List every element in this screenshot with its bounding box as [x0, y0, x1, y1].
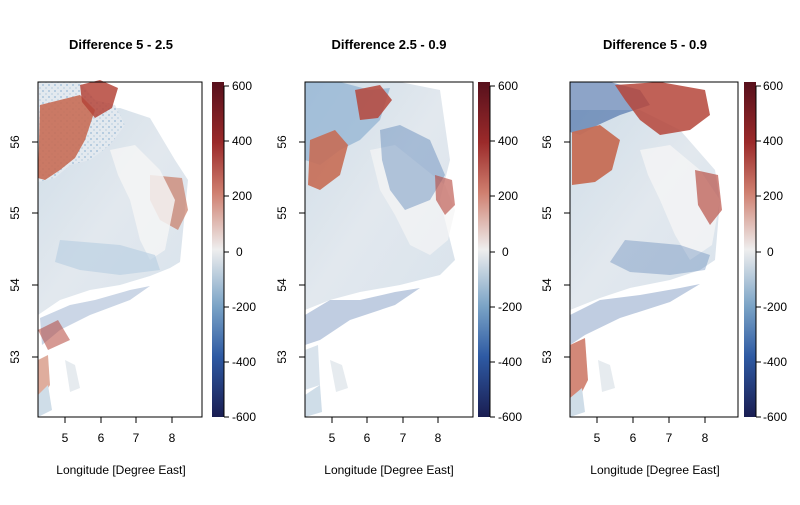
heatmap-field — [38, 80, 202, 417]
colorbar-tick-label: -400 — [232, 355, 256, 369]
colorbar-tick-label: 400 — [763, 134, 783, 148]
x-tick-label: 5 — [329, 431, 336, 445]
panel-3: Difference 5 - 0.9 5 6 7 8 L — [540, 37, 787, 477]
y-tick-label: 55 — [540, 206, 554, 220]
y-tick-label: 53 — [275, 350, 289, 364]
x-tick-label: 7 — [400, 431, 407, 445]
y-tick-label: 56 — [275, 135, 289, 149]
y-tick-label: 54 — [540, 278, 554, 292]
colorbar-tick-label: -200 — [498, 300, 522, 314]
y-axis: 56 55 54 53 — [540, 135, 571, 364]
colorbar-tick-label: 400 — [232, 134, 252, 148]
colorbar-tick-label: -400 — [498, 355, 522, 369]
colorbar-tick-label: 600 — [498, 79, 518, 93]
colorbar-tick-label: 0 — [502, 245, 509, 259]
y-axis: 56 55 54 53 — [275, 135, 306, 364]
x-tick-label: 5 — [62, 431, 69, 445]
x-axis: 5 6 7 8 Longitude [Degree East] — [56, 416, 186, 477]
y-tick-label: 55 — [275, 206, 289, 220]
y-tick-label: 56 — [8, 135, 22, 149]
x-axis: 5 6 7 8 Longitude [Degree East] — [324, 416, 454, 477]
colorbar-tick-label: -200 — [232, 300, 256, 314]
colorbar-tick-label: -200 — [763, 300, 787, 314]
x-axis-label: Longitude [Degree East] — [590, 463, 719, 477]
panel-title: Difference 5 - 0.9 — [603, 37, 707, 52]
y-tick-label: 53 — [540, 350, 554, 364]
colorbar-tick-label: -600 — [763, 410, 787, 424]
colorbar: 600 400 200 0 -200 -400 -600 — [212, 79, 256, 424]
colorbar-tick-label: -600 — [498, 410, 522, 424]
panel-title: Difference 5 - 2.5 — [69, 37, 173, 52]
colorbar-tick-label: 0 — [236, 245, 243, 259]
colorbar: 600 400 200 0 -200 -400 -600 — [478, 79, 522, 424]
x-tick-label: 6 — [630, 431, 637, 445]
x-tick-label: 6 — [98, 431, 105, 445]
colorbar-tick-label: -400 — [763, 355, 787, 369]
panel-1: Difference 5 - 2.5 5 6 7 8 — [8, 37, 256, 477]
x-tick-label: 8 — [435, 431, 442, 445]
panel-title: Difference 2.5 - 0.9 — [332, 37, 447, 52]
colorbar-tick-label: 0 — [767, 245, 774, 259]
colorbar: 600 400 200 0 -200 -400 -600 — [744, 79, 787, 424]
x-axis-label: Longitude [Degree East] — [56, 463, 185, 477]
y-tick-label: 54 — [8, 278, 22, 292]
x-tick-label: 7 — [666, 431, 673, 445]
colorbar-tick-label: 200 — [763, 189, 783, 203]
colorbar-tick-label: 400 — [498, 134, 518, 148]
heatmap-field — [570, 82, 738, 417]
x-tick-label: 8 — [169, 431, 176, 445]
colorbar-tick-label: -600 — [232, 410, 256, 424]
x-tick-label: 8 — [702, 431, 709, 445]
y-tick-label: 56 — [540, 135, 554, 149]
colorbar-tick-label: 600 — [232, 79, 252, 93]
x-tick-label: 6 — [364, 431, 371, 445]
y-tick-label: 53 — [8, 350, 22, 364]
x-axis-label: Longitude [Degree East] — [324, 463, 453, 477]
x-tick-label: 5 — [594, 431, 601, 445]
y-tick-label: 54 — [275, 278, 289, 292]
y-tick-label: 55 — [8, 206, 22, 220]
colorbar-tick-label: 200 — [498, 189, 518, 203]
y-axis: 56 55 54 53 — [8, 135, 39, 364]
x-tick-label: 7 — [133, 431, 140, 445]
heatmap-field — [305, 82, 473, 417]
colorbar-tick-label: 600 — [763, 79, 783, 93]
x-axis: 5 6 7 8 Longitude [Degree East] — [590, 416, 720, 477]
panel-2: Difference 2.5 - 0.9 5 6 7 8 — [275, 37, 522, 477]
colorbar-tick-label: 200 — [232, 189, 252, 203]
